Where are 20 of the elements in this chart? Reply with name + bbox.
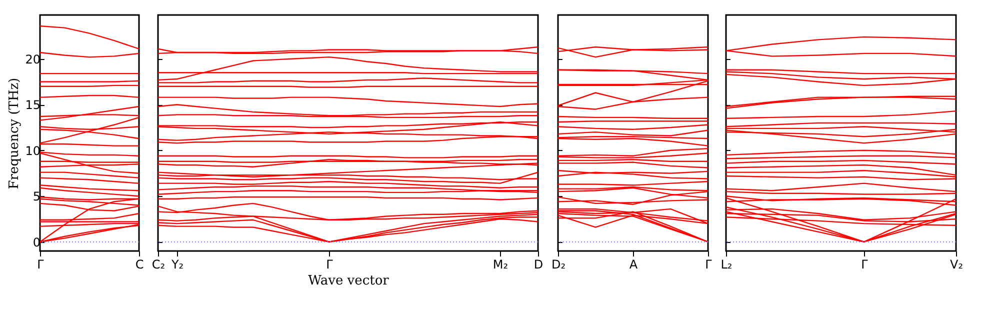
y-tick-label: 5 [32,190,40,204]
y-tick-label: 15 [25,98,40,112]
x-tick-label: D [534,258,544,272]
x-tick-label: A [629,258,638,272]
x-tick-label: Γ [705,258,712,272]
x-tick-label: Γ [861,258,868,272]
y-tick-label: 0 [32,235,40,250]
x-axis-title: Wave vector [308,274,390,288]
x-tick-label: M₂ [492,258,508,272]
x-tick-label: Y₂ [170,258,184,272]
x-tick-label: Γ [326,258,334,272]
y-tick-label: 10 [25,144,40,158]
x-tick-label: V₂ [950,258,964,272]
x-tick-label: Γ [37,258,44,272]
y-axis-title: Frequency (THz) [7,78,22,190]
x-tick-label: L₂ [720,258,732,272]
y-tick-label: 20 [25,52,40,66]
x-tick-label: C [135,258,144,272]
x-tick-label: D₂ [551,258,566,272]
x-tick-label: C₂ [152,258,166,272]
